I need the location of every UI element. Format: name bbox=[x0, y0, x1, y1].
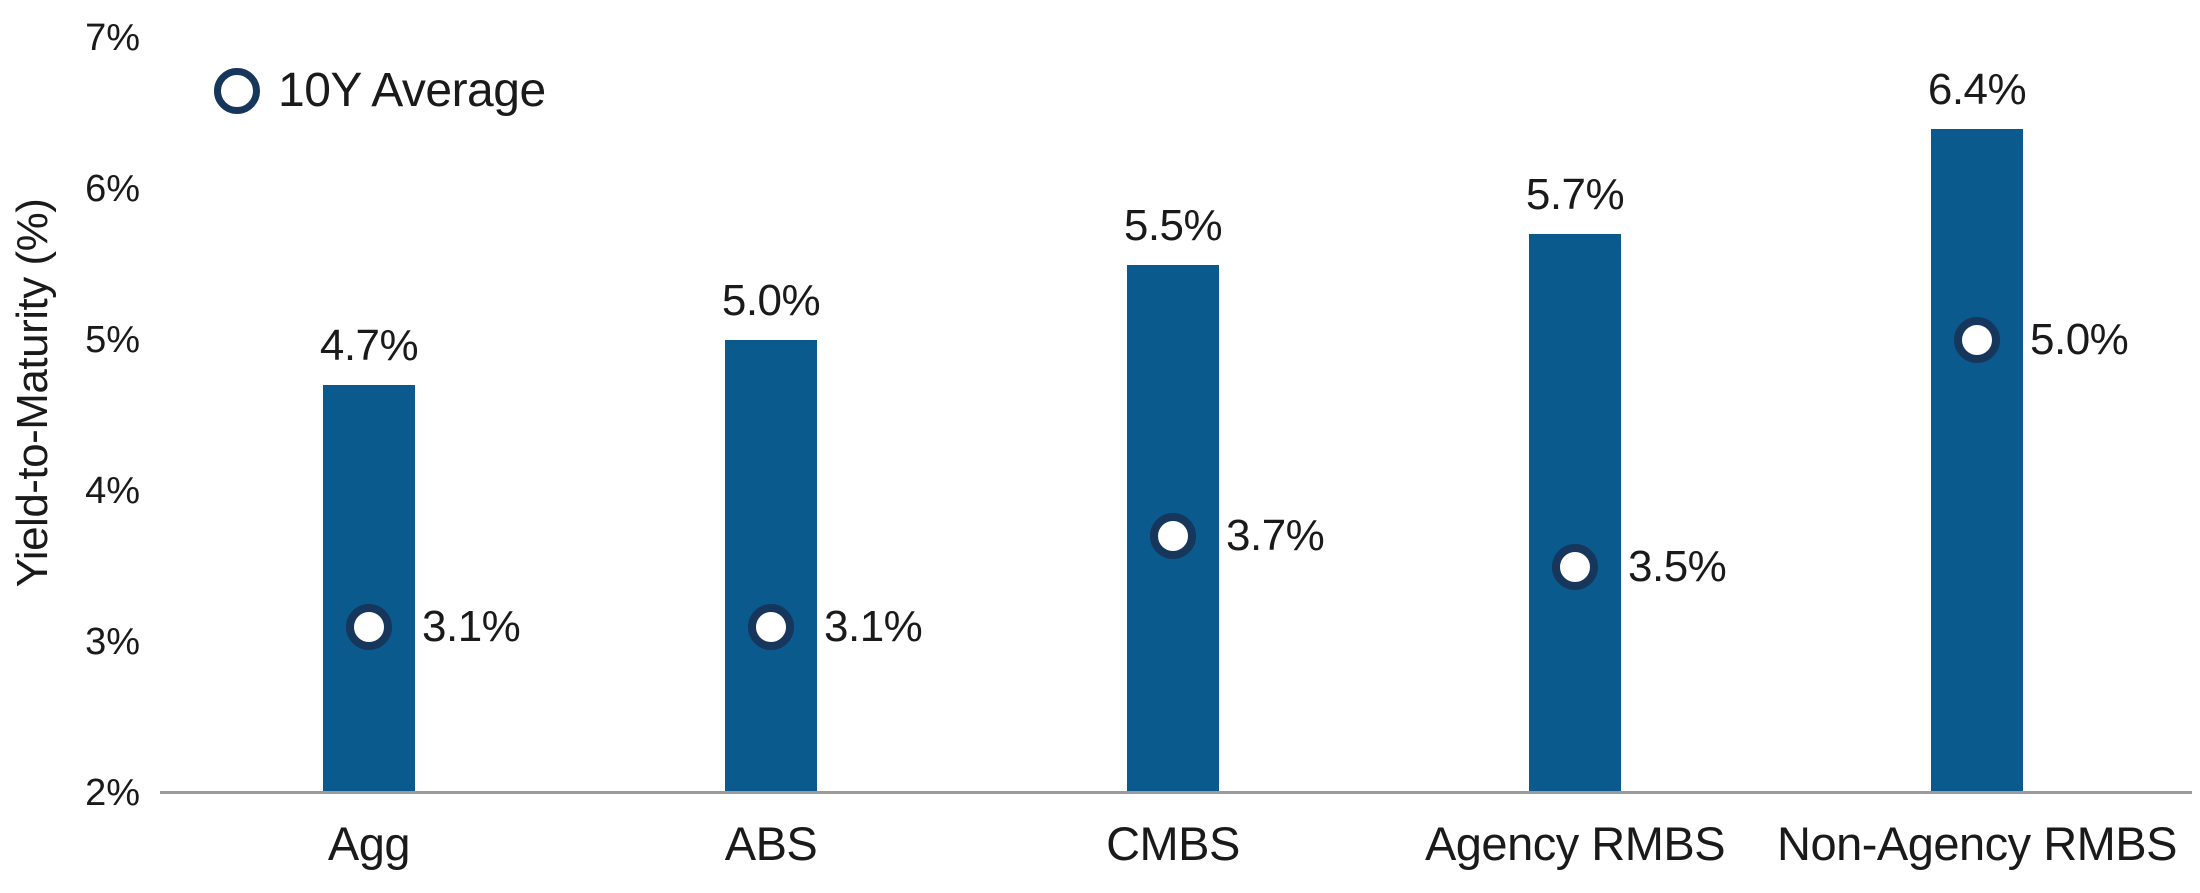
category-label: Agency RMBS bbox=[1424, 817, 1726, 870]
bar bbox=[1529, 234, 1621, 794]
category-label: ABS bbox=[724, 817, 818, 870]
y-tick-label: 6% bbox=[85, 168, 140, 210]
bar-value-label: 4.7% bbox=[319, 321, 419, 371]
category-label: Agg bbox=[327, 817, 411, 870]
bar bbox=[323, 385, 415, 794]
average-value-label: 3.1% bbox=[422, 601, 521, 651]
x-axis-line bbox=[160, 791, 2192, 794]
average-open-circle-marker-icon bbox=[346, 603, 392, 650]
average-value-label: 3.5% bbox=[1628, 541, 1727, 591]
y-tick-label: 4% bbox=[85, 470, 140, 512]
y-tick-label: 2% bbox=[85, 772, 140, 814]
average-open-circle-marker-icon bbox=[1150, 513, 1196, 560]
bar-value-label: 5.5% bbox=[1123, 200, 1223, 250]
average-value-label: 3.7% bbox=[1226, 511, 1325, 561]
bar bbox=[725, 340, 817, 794]
average-value-label: 3.1% bbox=[824, 601, 923, 651]
average-value-label: 5.0% bbox=[2030, 315, 2129, 364]
legend-label: 10Y Average bbox=[278, 64, 546, 117]
average-open-circle-marker-icon bbox=[1552, 543, 1598, 590]
y-axis-title: Yield-to-Maturity (%) bbox=[8, 198, 57, 588]
legend-open-circle-icon bbox=[214, 68, 260, 114]
y-tick-label: 3% bbox=[85, 621, 140, 663]
y-tick-label: 7% bbox=[85, 17, 140, 59]
bar bbox=[1931, 128, 2023, 794]
legend: 10Y Average bbox=[214, 66, 546, 116]
bar-value-label: 5.7% bbox=[1525, 170, 1625, 220]
average-open-circle-marker-icon bbox=[1954, 317, 2000, 363]
y-tick-label: 5% bbox=[85, 319, 140, 361]
bar-value-label: 6.4% bbox=[1927, 64, 2027, 114]
bar-value-label: 5.0% bbox=[721, 276, 821, 325]
category-label: Non-Agency RMBS bbox=[1777, 817, 2178, 870]
average-open-circle-marker-icon bbox=[748, 603, 794, 650]
category-label: CMBS bbox=[1106, 817, 1240, 870]
